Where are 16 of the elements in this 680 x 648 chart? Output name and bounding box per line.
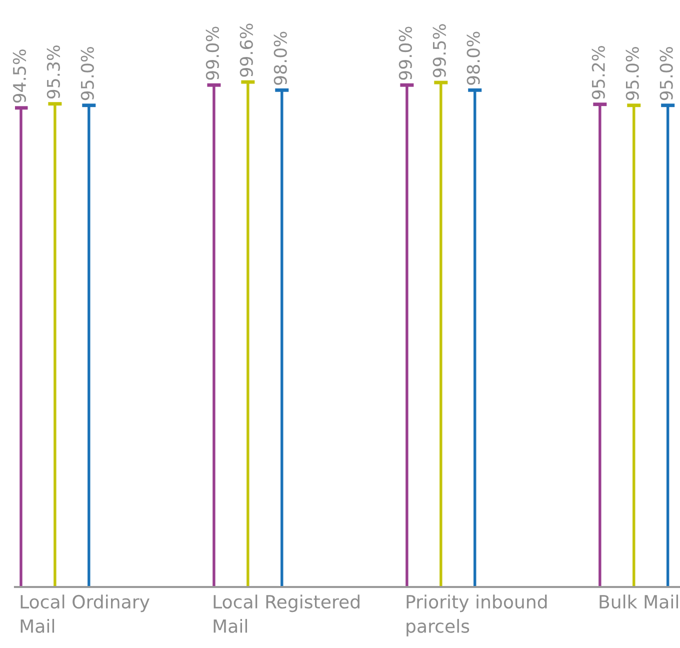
data-label: 95.0%	[626, 46, 639, 100]
data-label: 99.0%	[206, 26, 219, 80]
data-label: 99.0%	[398, 26, 412, 80]
x-tick-label: Bulk Mail	[600, 594, 678, 609]
data-label: 99.5%	[432, 24, 446, 78]
data-label: 95.0%	[80, 46, 94, 100]
x-tick-label: Priority inbound parcels	[406, 594, 547, 636]
x-tick-label: Local Registered Mail	[214, 594, 360, 633]
data-label: 95.2%	[592, 46, 605, 100]
data-label: 94.5%	[12, 50, 26, 103]
x-tick-label: Local Ordinary Mail	[20, 594, 150, 633]
data-label: 98.0%	[466, 32, 480, 85]
data-label: 98.0%	[274, 32, 287, 85]
data-label: 95.0%	[660, 46, 673, 100]
data-label: 99.6%	[240, 24, 253, 77]
data-label: 95.3%	[46, 45, 60, 99]
